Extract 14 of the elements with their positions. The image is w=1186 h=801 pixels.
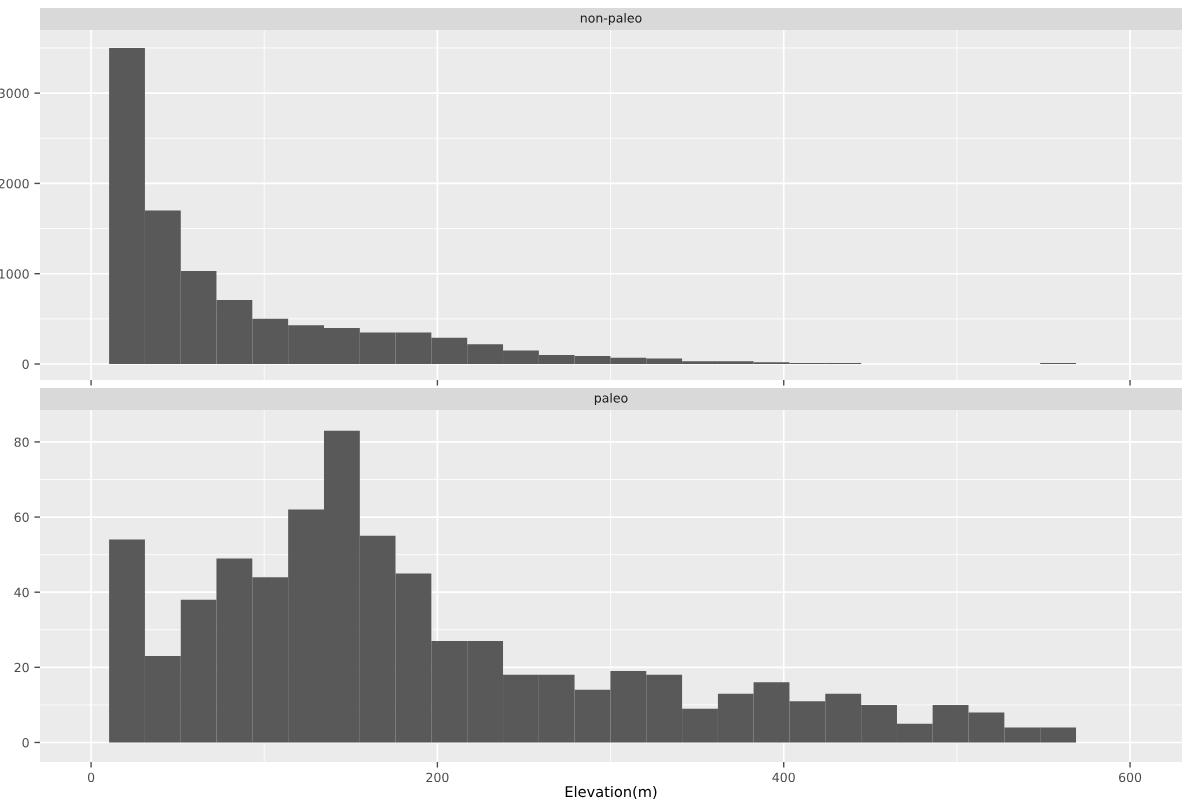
chart-title: non-paleo xyxy=(580,12,642,26)
y-tick-label: 0 xyxy=(22,737,29,748)
x-tick-label: 400 xyxy=(772,772,795,783)
x-tick-label: 200 xyxy=(426,772,449,783)
x-tick-label: 0 xyxy=(87,772,95,783)
y-tick-label: 40 xyxy=(14,587,29,598)
x-tick-label: 600 xyxy=(1118,772,1142,783)
chart-title: paleo xyxy=(594,392,628,406)
y-tick-label: 20 xyxy=(14,662,29,673)
y-tick-label: 60 xyxy=(14,512,29,522)
y-tick-label: 1000 xyxy=(0,269,29,279)
y-tick-label: 0 xyxy=(22,359,29,369)
x-axis-title: Elevation(m) xyxy=(565,785,657,799)
y-tick-label: 80 xyxy=(14,437,29,447)
